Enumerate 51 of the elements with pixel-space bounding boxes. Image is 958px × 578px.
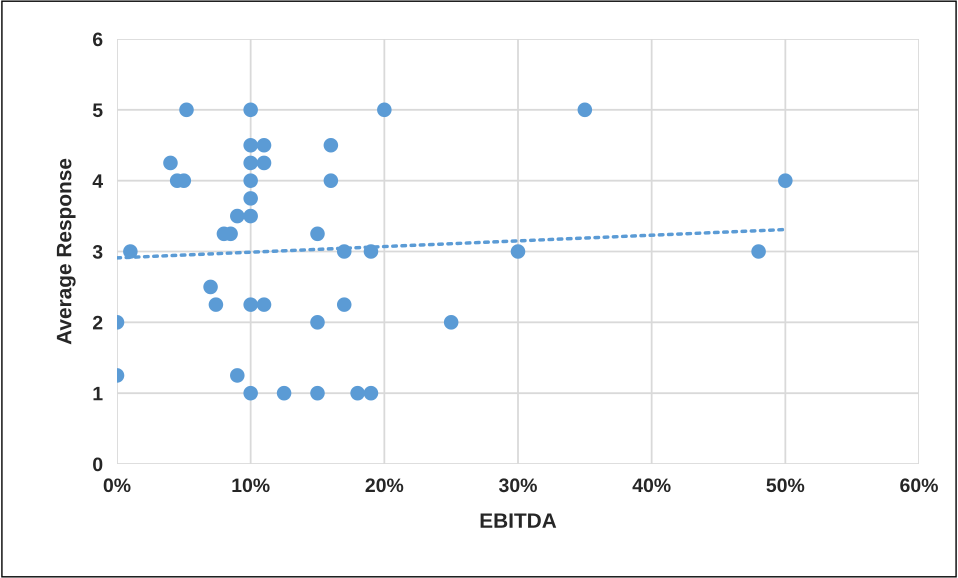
point bbox=[243, 208, 258, 224]
point bbox=[751, 244, 766, 259]
point bbox=[336, 297, 352, 312]
point bbox=[778, 173, 793, 188]
y-tick-label: 0 bbox=[93, 457, 102, 472]
x-tick-label: 50% bbox=[766, 478, 804, 492]
x-tick-label: 20% bbox=[366, 478, 404, 492]
point bbox=[243, 297, 258, 312]
point bbox=[179, 102, 194, 118]
y-tick-label: 1 bbox=[94, 386, 103, 400]
x-axis-title: EBITDA bbox=[480, 513, 556, 528]
y-tick-label: 6 bbox=[93, 32, 102, 46]
point bbox=[324, 138, 338, 153]
point bbox=[578, 102, 592, 118]
x-tick-label: 30% bbox=[498, 478, 537, 492]
point bbox=[364, 386, 378, 400]
point bbox=[243, 386, 258, 400]
point bbox=[230, 368, 245, 383]
point bbox=[310, 315, 325, 330]
point bbox=[230, 208, 245, 224]
y-axis-title: Average Response bbox=[56, 158, 76, 344]
point bbox=[336, 244, 352, 259]
point bbox=[310, 386, 325, 400]
point bbox=[310, 226, 325, 242]
point bbox=[256, 138, 272, 153]
point bbox=[364, 244, 378, 259]
point bbox=[123, 244, 138, 259]
point bbox=[256, 297, 272, 312]
point bbox=[276, 386, 292, 400]
point bbox=[444, 315, 458, 330]
x-tick-label: 40% bbox=[632, 478, 671, 492]
x-tick-label: 10% bbox=[232, 478, 270, 492]
point bbox=[243, 156, 258, 170]
point bbox=[243, 191, 258, 206]
point bbox=[256, 156, 272, 170]
point bbox=[324, 173, 338, 188]
y-tick-label: 4 bbox=[92, 174, 104, 188]
point bbox=[243, 173, 258, 188]
point bbox=[203, 280, 218, 294]
point bbox=[243, 102, 258, 118]
y-tick-label: 3 bbox=[92, 244, 102, 259]
x-tick-label: 60% bbox=[900, 478, 938, 492]
point bbox=[243, 138, 258, 153]
point bbox=[163, 156, 178, 170]
y-tick-label: 5 bbox=[92, 104, 103, 118]
point bbox=[350, 386, 365, 400]
point bbox=[208, 297, 224, 312]
point bbox=[510, 244, 526, 259]
x-tick-label: 0% bbox=[104, 478, 131, 492]
y-tick-label: 2 bbox=[92, 316, 102, 330]
point bbox=[377, 102, 392, 118]
